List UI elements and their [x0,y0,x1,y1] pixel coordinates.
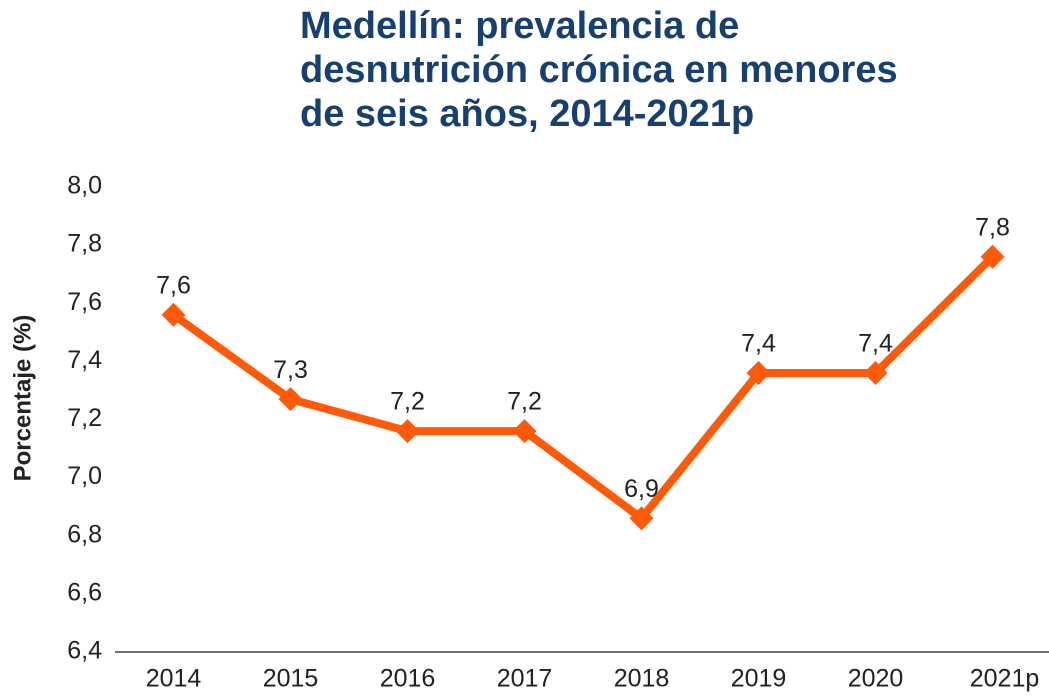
chart-title: desnutrición crónica en menores [300,49,898,91]
data-label: 7,4 [858,330,893,358]
data-label: 7,2 [390,388,425,416]
y-tick-label: 7,4 [67,346,102,374]
data-label: 7,8 [975,213,1010,241]
y-tick-label: 6,8 [67,520,102,548]
marker [278,387,303,412]
marker [512,419,537,444]
marker [395,419,420,444]
data-label: 7,2 [507,388,542,416]
data-label: 7,3 [273,356,308,384]
y-tick-label: 7,2 [67,404,102,432]
y-tick-label: 6,6 [67,578,102,606]
x-tick-label: 2014 [146,665,202,693]
x-tick-label: 2017 [497,665,553,693]
marker [161,302,186,327]
y-tick-label: 6,4 [67,637,102,665]
data-label: 7,4 [741,330,776,358]
marker [629,506,654,531]
x-tick-label: 2015 [263,665,319,693]
data-label: 7,6 [156,271,191,299]
y-tick-label: 7,8 [67,230,102,258]
data-label: 6,9 [624,475,659,503]
marker [980,244,1005,269]
y-axis-label: Porcentaje (%) [9,315,36,482]
marker [863,361,888,385]
chart-title: Medellín: prevalencia de [300,5,739,47]
x-tick-label: 2021p [970,665,1040,693]
chart-title: de seis años, 2014-2021p [300,93,754,135]
x-tick-label: 2019 [731,665,787,693]
marker [746,361,771,385]
x-tick-label: 2018 [614,665,670,693]
y-tick-label: 7,0 [67,462,102,490]
x-tick-label: 2016 [380,665,436,693]
line [171,253,996,523]
x-tick-label: 2020 [848,665,904,693]
y-tick-label: 8,0 [67,172,102,200]
y-tick-label: 7,6 [67,288,102,316]
